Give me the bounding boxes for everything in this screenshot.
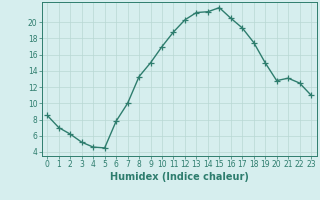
X-axis label: Humidex (Indice chaleur): Humidex (Indice chaleur) (110, 172, 249, 182)
